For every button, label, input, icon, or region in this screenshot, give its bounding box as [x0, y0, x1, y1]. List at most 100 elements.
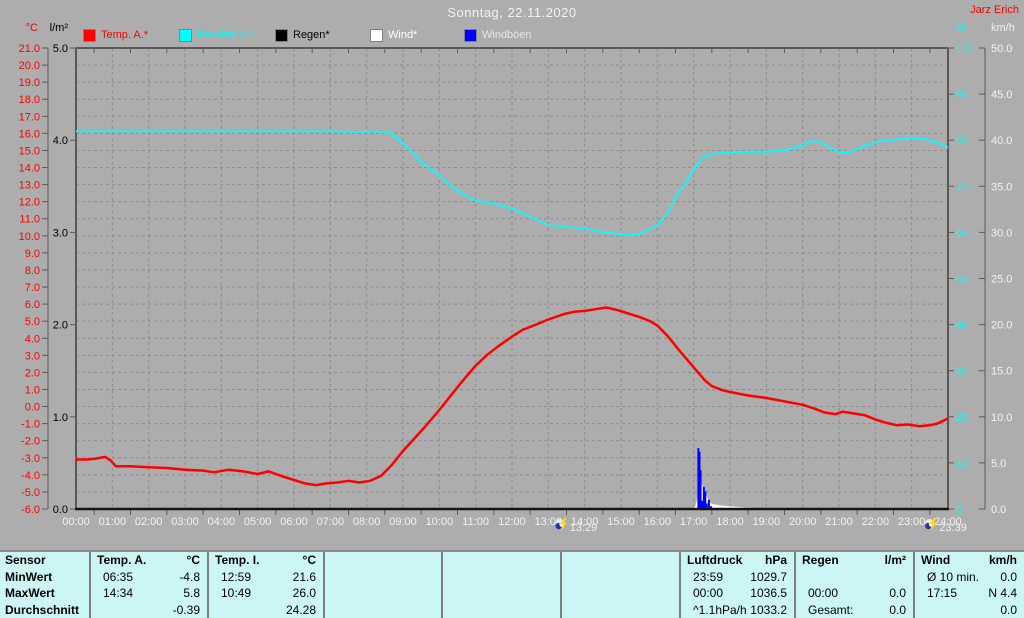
stat-row-label: Sensor — [5, 553, 46, 568]
stat-value: 1036.5 — [750, 586, 787, 601]
x-tick-label: 04:00 — [208, 516, 236, 528]
stat-value-row — [562, 569, 679, 586]
x-tick-label: 08:00 — [353, 516, 381, 528]
temp-tick-label: -1.0 — [21, 419, 40, 431]
rain-tick-label: 1.0 — [53, 412, 68, 424]
x-tick-label: 02:00 — [135, 516, 163, 528]
stat-col-temp-i: Temp. I. °C 12:59 21.6 10:49 26.0 24.28 — [207, 552, 323, 618]
stat-value-row: Ø 10 min. 0.0 — [915, 569, 1024, 586]
stat-time: 23:59 — [693, 569, 724, 584]
feuchte-a-swatch-icon — [179, 28, 192, 42]
stat-time: ^1.1hPa/h — [693, 602, 747, 617]
stat-value-row — [443, 602, 560, 618]
x-tick-label: 14:00 — [571, 516, 599, 528]
wind-tick-label: 45.0 — [991, 89, 1012, 101]
stat-col-title: Temp. A. — [97, 553, 147, 568]
rain-tick-label: 5.0 — [53, 43, 68, 55]
stat-col-title: Regen — [802, 553, 839, 568]
stat-value: 21.6 — [292, 569, 316, 584]
temp-tick-label: 1.0 — [25, 384, 40, 396]
stat-value: -4.8 — [179, 569, 200, 584]
temp-tick-label: 9.0 — [25, 248, 40, 260]
stat-value-row — [325, 585, 441, 602]
temp-tick-label: 15.0 — [19, 145, 40, 157]
x-tick-label: 10:00 — [426, 516, 454, 528]
stat-time: 10:49 — [221, 586, 252, 601]
legend-item-feuchte-a: Feuchte A.* — [179, 28, 254, 42]
chart-element — [929, 518, 937, 531]
legend-label: Regen* — [293, 29, 330, 41]
humidity-tick-label: 50 — [956, 274, 968, 286]
x-tick-label: 11:00 — [462, 516, 489, 528]
wind-axis-unit: km/h — [991, 22, 1015, 34]
x-tick-label: 09:00 — [389, 516, 417, 528]
stat-value-row — [443, 569, 560, 586]
wind-tick-label: 10.0 — [991, 412, 1012, 424]
x-tick-label: 07:00 — [317, 516, 345, 528]
event-time-label: 23:39 — [939, 522, 967, 534]
stat-value-row — [796, 569, 913, 586]
temp-a-swatch-icon — [83, 28, 96, 42]
stat-time: 12:59 — [221, 569, 252, 584]
temp-tick-label: 0.0 — [25, 402, 40, 414]
windboeen-swatch-icon — [464, 28, 477, 42]
legend-label: Wind* — [388, 29, 418, 41]
temp-tick-label: 13.0 — [19, 180, 40, 192]
stat-col-title: Wind — [921, 553, 951, 568]
temp-tick-label: -2.0 — [21, 436, 40, 448]
wind-tick-label: 5.0 — [991, 458, 1006, 470]
stat-col-unit: hPa — [764, 553, 787, 568]
stat-col-title: Temp. I. — [215, 553, 260, 568]
temp-tick-label: 6.0 — [25, 299, 40, 311]
event-time-label: 13:29 — [570, 522, 598, 534]
stat-value-row: -0.39 — [91, 602, 207, 618]
stat-col-unit: °C — [302, 553, 316, 568]
stat-col-temp-a: Temp. A. °C 06:35 -4.8 14:34 5.8 -0.39 — [89, 552, 207, 618]
stat-col-unit: °C — [186, 553, 200, 568]
stat-time: 06:35 — [103, 569, 134, 584]
x-tick-label: 16:00 — [644, 516, 672, 528]
stat-value-row — [562, 585, 679, 602]
humidity-tick-label: 0 — [956, 504, 962, 516]
stat-value-row: 14:34 5.8 — [91, 585, 207, 602]
legend-label: Feuchte A.* — [197, 29, 254, 41]
wind-tick-label: 0.0 — [991, 504, 1006, 516]
rain-tick-label: 2.0 — [53, 320, 68, 332]
wind-tick-label: 30.0 — [991, 227, 1012, 239]
wind-tick-label: 40.0 — [991, 135, 1012, 147]
rain-tick-label: 4.0 — [53, 135, 68, 147]
chart-element — [559, 518, 567, 531]
x-tick-label: 19:00 — [753, 516, 781, 528]
stat-col-empty-2 — [441, 552, 560, 618]
stat-value-row — [443, 585, 560, 602]
day-chart-plot: 21.0 20.0 19.0 18.0 17.0 16.0 15.0 14.0 13.0 12.0… — [19, 22, 1015, 534]
x-tick-label: 12:00 — [498, 516, 526, 528]
stat-time: 00:00 — [693, 586, 724, 601]
grid — [76, 48, 948, 509]
x-tick-label: 03:00 — [171, 516, 199, 528]
stat-col-title: Luftdruck — [687, 553, 743, 568]
humidity-tick-label: 10 — [956, 458, 968, 470]
x-tick-label: 00:00 — [62, 516, 90, 528]
humidity-tick-label: 20 — [956, 412, 968, 424]
temp-tick-label: 14.0 — [19, 163, 40, 175]
temp-tick-label: -6.0 — [21, 504, 40, 516]
temp-tick-label: 4.0 — [25, 333, 40, 345]
temp-axis-unit: °C — [26, 22, 38, 34]
legend-item-temp-a: Temp. A.* — [83, 28, 148, 42]
stat-value-row: 10:49 26.0 — [209, 585, 323, 602]
wind-tick-label: 35.0 — [991, 181, 1012, 193]
humidity-series-line — [76, 130, 949, 237]
humidity-tick-label: 70 — [956, 181, 968, 193]
temp-tick-label: -5.0 — [21, 487, 40, 499]
temp-tick-label: 19.0 — [19, 77, 40, 89]
x-tick-label: 18:00 — [716, 516, 744, 528]
humidity-tick-label: 100 — [956, 43, 974, 55]
humidity-tick-label: 40 — [956, 320, 968, 332]
stat-value-row: 0.0 — [915, 602, 1024, 618]
x-tick-label: 24:00 — [934, 516, 962, 528]
x-tick-label: 20:00 — [789, 516, 817, 528]
stat-col-empty-3 — [560, 552, 679, 618]
temp-tick-label: 2.0 — [25, 367, 40, 379]
